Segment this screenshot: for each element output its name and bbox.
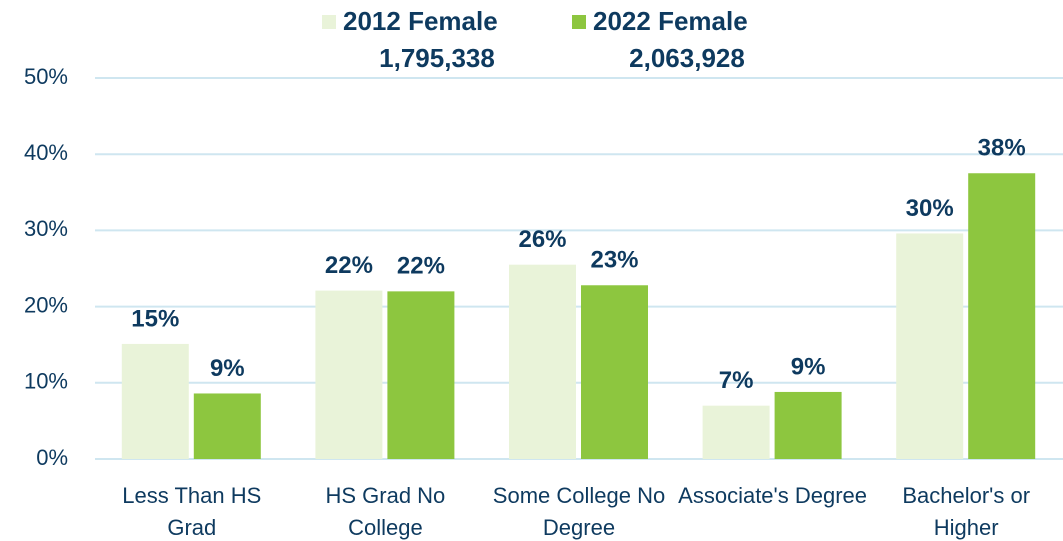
bar [193,393,261,459]
legend-label: 2022 Female [593,6,748,36]
y-tick-label: 0% [36,445,68,470]
data-label: 26% [518,226,566,253]
data-label: 9% [210,355,245,382]
bar [896,233,964,459]
legend-label: 2012 Female [343,6,498,36]
data-label: 22% [325,252,373,279]
bar [774,391,842,459]
y-tick-label: 50% [24,64,68,89]
legend-swatch [572,15,586,29]
bar [702,405,770,459]
x-tick-label: Bachelor's or Higher [902,483,1031,540]
legend-total: 2,063,928 [629,43,745,73]
legend-total: 1,795,338 [379,43,495,73]
x-tick-label: Less Than HS Grad [122,483,262,540]
y-tick-label: 10% [24,369,68,394]
bar [581,285,648,459]
y-tick-label: 40% [24,140,68,165]
data-label: 22% [397,253,445,280]
bar [315,290,383,459]
data-label: 15% [131,305,179,332]
bar [968,173,1036,459]
x-tick-label: Some College No Degree [492,483,666,540]
data-label: 9% [791,353,826,380]
x-tick-label: HS Grad No College [325,483,446,540]
data-label: 23% [590,247,638,274]
bar [121,343,189,459]
data-label: 7% [719,367,754,394]
data-label: 38% [978,135,1026,162]
legend-swatch [322,15,336,29]
bar [509,264,576,459]
y-tick-label: 30% [24,216,68,241]
data-label: 30% [906,195,954,222]
bar [387,291,455,459]
y-tick-label: 20% [24,292,68,317]
x-tick-label: Associate's Degree [678,483,868,508]
